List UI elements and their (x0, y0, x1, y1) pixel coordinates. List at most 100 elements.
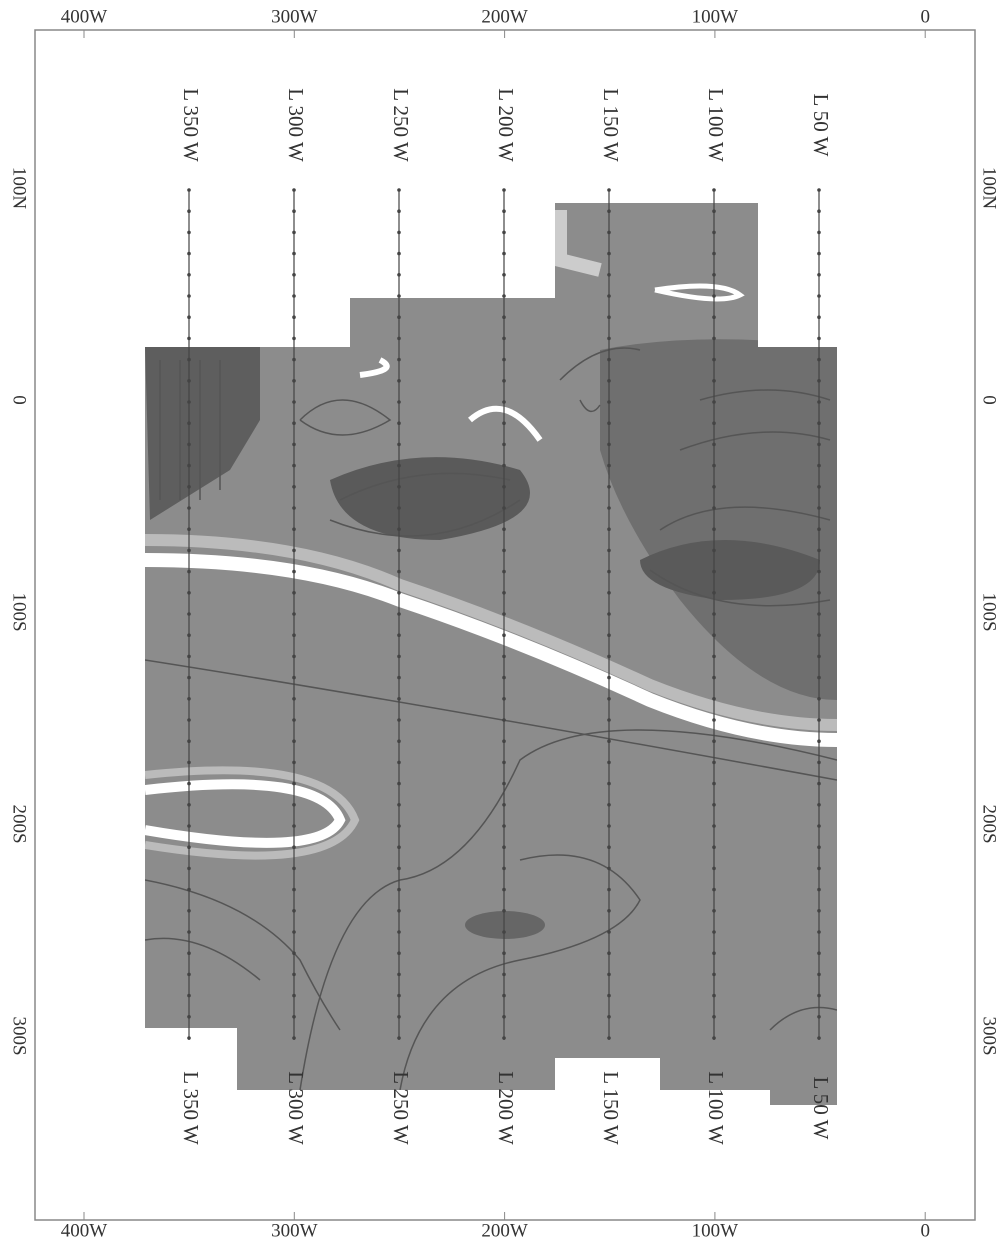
station (712, 591, 716, 595)
station (187, 421, 191, 426)
station (502, 887, 506, 892)
x-axis-label: 0 (920, 1220, 930, 1241)
station (607, 866, 611, 871)
station (502, 930, 506, 934)
station (292, 442, 296, 447)
station (712, 951, 716, 955)
y-axis-label: 300S (9, 1016, 30, 1055)
station (712, 421, 716, 426)
station (397, 527, 401, 531)
station (187, 845, 191, 849)
station (607, 569, 611, 574)
x-axis-label: 100W (692, 6, 739, 27)
station (502, 781, 506, 786)
station (502, 803, 506, 807)
station (397, 1015, 401, 1019)
station (187, 209, 191, 213)
station (607, 357, 611, 362)
station (607, 718, 611, 722)
station (712, 485, 716, 489)
station (817, 760, 821, 765)
station (502, 230, 506, 235)
station (292, 357, 296, 362)
station (187, 485, 191, 489)
station (712, 569, 716, 574)
station (502, 379, 506, 383)
x-axis-label: 400W (61, 6, 108, 27)
station (292, 251, 296, 256)
line-label: L 100 W (704, 1071, 728, 1145)
line-label: L 300 W (284, 1071, 308, 1145)
station (187, 972, 191, 977)
station (817, 1015, 821, 1019)
station (817, 951, 821, 955)
x-axis-label: 300W (271, 1220, 318, 1241)
station (397, 294, 401, 298)
line-label: L 200 W (494, 88, 518, 162)
station (187, 1015, 191, 1019)
station (292, 760, 296, 765)
station (502, 315, 506, 320)
station (607, 548, 611, 553)
station (187, 866, 191, 871)
station (712, 909, 716, 913)
station (712, 1036, 716, 1040)
station (607, 612, 611, 616)
station (817, 845, 821, 849)
station (292, 273, 296, 277)
station (187, 251, 191, 256)
station (292, 866, 296, 871)
station (187, 824, 191, 828)
station (187, 527, 191, 531)
station (712, 273, 716, 277)
station (502, 1036, 506, 1040)
station (292, 739, 296, 743)
station (292, 633, 296, 637)
station (502, 845, 506, 849)
line-label: L 100 W (704, 88, 728, 162)
y-axis-label: 100S (979, 592, 1000, 631)
station (187, 442, 191, 447)
station (397, 993, 401, 998)
station (817, 569, 821, 574)
station (292, 188, 296, 192)
station (292, 972, 296, 977)
station (502, 951, 506, 955)
station (187, 612, 191, 616)
line-label: L 250 W (389, 1071, 413, 1145)
station (397, 230, 401, 235)
station (397, 887, 401, 892)
y-axis-label: 100N (9, 167, 30, 210)
station (817, 718, 821, 722)
station (187, 548, 191, 553)
station (817, 485, 821, 489)
station (187, 781, 191, 786)
station (817, 675, 821, 680)
x-axis-label: 0 (920, 6, 930, 27)
station (187, 506, 191, 510)
station (502, 972, 506, 977)
station (187, 633, 191, 637)
station (292, 1015, 296, 1019)
line-label: L 250 W (389, 88, 413, 162)
station (817, 697, 821, 701)
station (187, 930, 191, 934)
station (292, 548, 296, 553)
station (712, 633, 716, 637)
station (607, 463, 611, 468)
station (397, 506, 401, 510)
station (397, 209, 401, 213)
station (397, 951, 401, 955)
line-label: L 200 W (494, 1071, 518, 1145)
station (397, 548, 401, 553)
station (292, 951, 296, 955)
station (607, 803, 611, 807)
station (397, 463, 401, 468)
station (817, 993, 821, 998)
station (187, 675, 191, 680)
station (502, 548, 506, 553)
station (607, 993, 611, 998)
station (397, 972, 401, 977)
station (187, 379, 191, 383)
station (817, 866, 821, 871)
